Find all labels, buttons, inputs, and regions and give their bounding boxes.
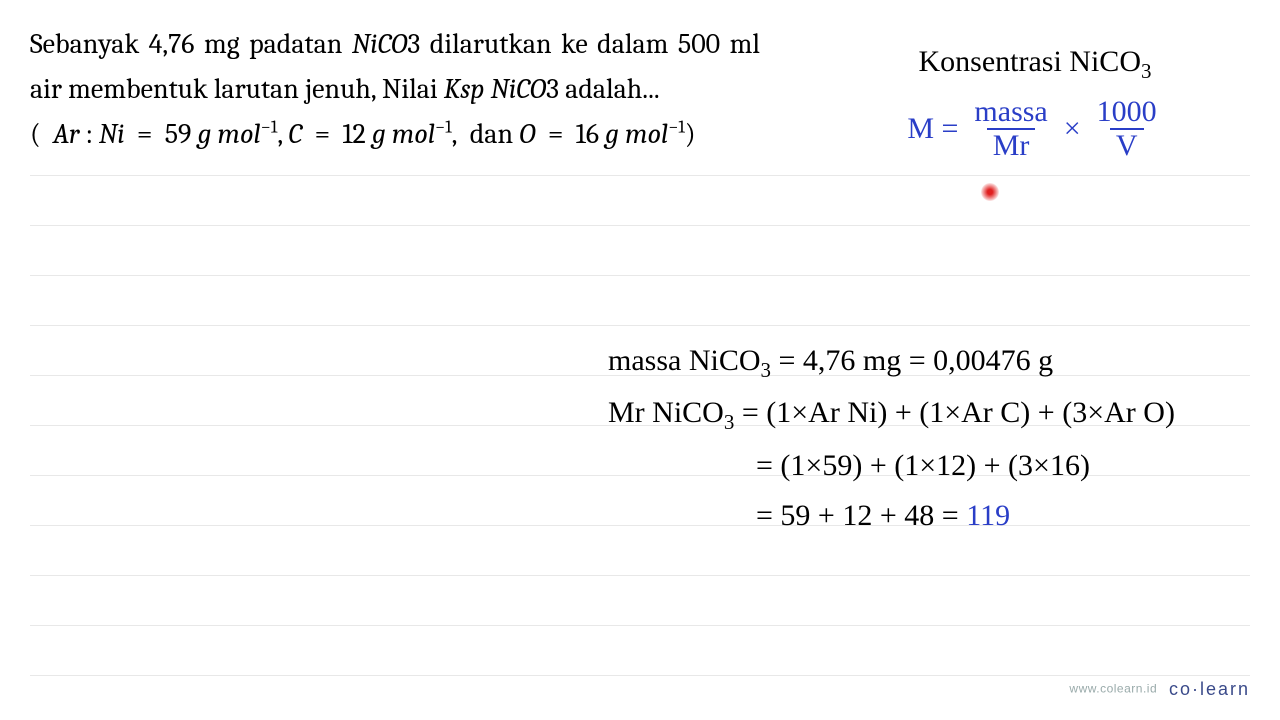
footer: www.colearn.id co·learn — [1069, 679, 1250, 700]
work-line-mr-sub: = (1×59) + (1×12) + (3×16) — [608, 441, 1175, 491]
work-line-massa: massa NiCO3 = 4,76 mg = 0,00476 g — [608, 336, 1175, 388]
concentration-formula: M = massa Mr × 1000 V — [810, 96, 1260, 161]
work-line-mr-formula: Mr NiCO3 = (1×Ar Ni) + (1×Ar C) + (3×Ar … — [608, 388, 1175, 440]
question-text: Sebanyak 4,76 mg padatan NiCO3 dilarutka… — [30, 22, 760, 156]
formula-times: × — [1064, 112, 1081, 146]
footer-brand: co·learn — [1169, 679, 1250, 699]
concentration-title: Konsentrasi NiCO3 — [810, 45, 1260, 84]
formula-frac-massa-mr: massa Mr — [968, 96, 1053, 161]
formula-frac-1000-v: 1000 V — [1091, 96, 1163, 161]
concentration-panel: Konsentrasi NiCO3 M = massa Mr × 1000 V — [810, 45, 1260, 161]
footer-url: www.colearn.id — [1069, 682, 1157, 696]
mr-result-value: 119 — [966, 499, 1010, 532]
work-line-mr-result: = 59 + 12 + 48 = 119 — [608, 491, 1175, 541]
laser-pointer-icon — [981, 183, 999, 201]
worked-solution: massa NiCO3 = 4,76 mg = 0,00476 g Mr NiC… — [608, 336, 1175, 541]
formula-lhs: M = — [907, 112, 958, 146]
